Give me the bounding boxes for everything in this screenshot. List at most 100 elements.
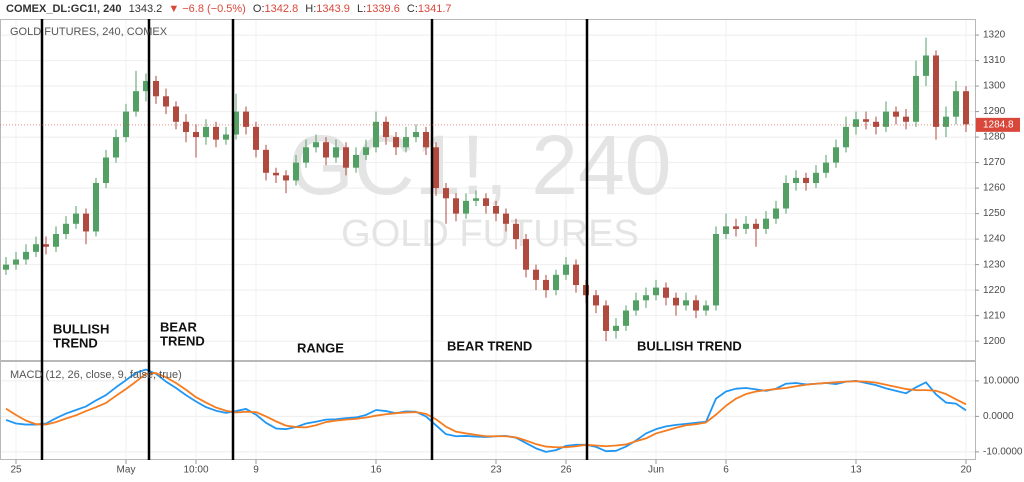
candle-body xyxy=(563,264,569,275)
macd-line xyxy=(5,372,967,449)
candle-body xyxy=(233,111,239,135)
candle-body xyxy=(33,244,39,252)
candle-body xyxy=(83,213,89,232)
symbol: COMEX_DL:GC1!, 240 xyxy=(6,3,122,15)
y-tick-label: 10.0000 xyxy=(983,376,1020,387)
candle-body xyxy=(663,287,669,298)
x-tick-label: 10:00 xyxy=(183,465,208,476)
candle-body xyxy=(743,223,749,229)
candle-body xyxy=(713,234,719,306)
trend-separators xyxy=(40,19,589,460)
candle-body xyxy=(323,142,329,158)
candle-body xyxy=(753,223,759,229)
candle-body xyxy=(843,126,849,148)
change: ▼ −6.8 (−0.5%) xyxy=(168,3,246,15)
candle-body xyxy=(433,147,439,189)
candle-body xyxy=(283,175,289,181)
candle-body xyxy=(303,147,309,163)
candle-body xyxy=(293,162,299,181)
candle-body xyxy=(633,300,639,311)
candle-body xyxy=(453,198,459,214)
candle-body xyxy=(593,295,599,306)
candle-body xyxy=(683,300,689,306)
last-price-tag xyxy=(976,117,1020,132)
candle-body xyxy=(573,264,579,286)
candle-body xyxy=(203,126,209,138)
candle-body xyxy=(343,147,349,168)
candle-body xyxy=(603,305,609,331)
candle-body xyxy=(943,116,949,127)
candle-body xyxy=(643,295,649,301)
candle-body xyxy=(423,131,429,148)
y-tick-label: 1200 xyxy=(983,336,1006,347)
candle-body xyxy=(553,274,559,291)
ohlc-value: 1341.7 xyxy=(418,3,452,15)
header: COMEX_DL:GC1!, 240 1343.2 ▼ −6.8 (−0.5%)… xyxy=(6,3,452,15)
x-tick-label: 20 xyxy=(960,465,972,476)
candle-body xyxy=(443,188,449,199)
y-tick-label: 1320 xyxy=(983,30,1006,41)
candle-body xyxy=(863,119,869,122)
candle-body xyxy=(933,55,939,127)
candle-body xyxy=(503,213,509,224)
candle-body xyxy=(173,106,179,122)
candle-body xyxy=(923,55,929,76)
annotation: BEAR xyxy=(160,319,197,334)
annotation: RANGE xyxy=(297,340,344,355)
candle-body xyxy=(123,111,129,138)
candle-body xyxy=(263,149,269,173)
candle-body xyxy=(803,177,809,183)
candle-body xyxy=(853,119,859,127)
candle-body xyxy=(213,126,219,140)
x-tick-label: 16 xyxy=(370,465,382,476)
candle-body xyxy=(773,208,779,219)
candle-body xyxy=(313,142,319,148)
candle-body xyxy=(823,162,829,173)
y-tick-label: 1220 xyxy=(983,285,1006,296)
candle-body xyxy=(813,172,819,183)
watermark-symbol: GC1!, 240 xyxy=(289,118,672,212)
y-tick-label: 0.0000 xyxy=(983,411,1014,422)
candle-body xyxy=(533,269,539,280)
candle-body xyxy=(223,134,229,140)
last-price-label: 1284.8 xyxy=(983,119,1014,130)
grid xyxy=(0,19,975,459)
candle-body xyxy=(3,264,9,270)
y-tick-label: 1230 xyxy=(983,259,1006,270)
ohlc-value: 1342.8 xyxy=(265,3,299,15)
y-tick-label: 1290 xyxy=(983,106,1006,117)
candle-body xyxy=(13,259,19,265)
candle-body xyxy=(393,137,399,148)
candle-body xyxy=(183,121,189,132)
plot-area xyxy=(3,37,969,453)
x-tick-label: 6 xyxy=(723,465,729,476)
price-pane-title: GOLD FUTURES, 240, COMEX xyxy=(10,26,168,38)
candle-body xyxy=(763,218,769,229)
candle-body xyxy=(963,91,969,125)
candle-body xyxy=(133,91,139,112)
candle-body xyxy=(693,300,699,311)
macd-pane-border xyxy=(0,361,976,460)
watermark-name: GOLD FUTURES xyxy=(341,213,639,255)
candle-body xyxy=(193,131,199,138)
ohlc-value: 1343.9 xyxy=(316,3,350,15)
x-tick-label: 26 xyxy=(560,465,572,476)
annotation: TREND xyxy=(53,335,98,350)
candle-body xyxy=(613,325,619,331)
candle-body xyxy=(353,154,359,168)
annotation: TREND xyxy=(160,333,205,348)
candle-body xyxy=(793,177,799,183)
candle-body xyxy=(473,198,479,201)
y-tick-label: 1270 xyxy=(983,157,1006,168)
candle-body xyxy=(103,157,109,183)
y-tick-label: 1260 xyxy=(983,183,1006,194)
y-tick-label: 1210 xyxy=(983,310,1006,321)
candle-body xyxy=(53,234,59,247)
candle-body xyxy=(833,147,839,163)
candle-body xyxy=(523,239,529,270)
candle-body xyxy=(723,226,729,235)
x-tick-label: 23 xyxy=(490,465,502,476)
candle-body xyxy=(413,131,419,138)
